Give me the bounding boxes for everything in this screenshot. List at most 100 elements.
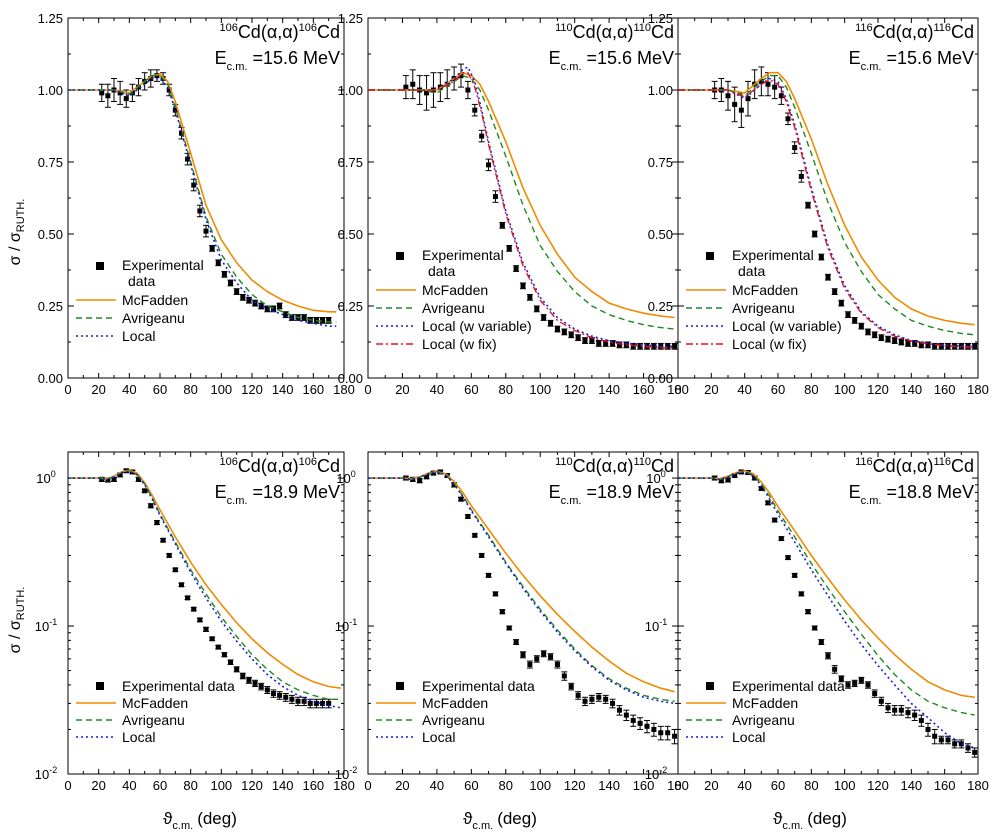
x-tick-label: 120 <box>241 382 263 397</box>
data-point <box>798 173 804 179</box>
y-tick-label: 1.25 <box>648 11 673 26</box>
panel-top-right: 0 20 40 60 80 100 120 140 160 1800.000.250.500.75… <box>648 11 989 397</box>
x-tick-label: 40 <box>737 382 751 397</box>
x-tick-label: 180 <box>667 382 689 397</box>
x-tick-label: 60 <box>153 382 167 397</box>
data-point <box>513 266 519 272</box>
data-point <box>228 280 234 286</box>
data-point <box>832 666 838 672</box>
legend-label: Avrigeanu <box>732 300 795 316</box>
data-point <box>277 303 283 309</box>
data-point <box>658 730 664 736</box>
x-tick-label: 160 <box>633 382 655 397</box>
data-point <box>945 737 951 743</box>
data-point <box>637 343 643 349</box>
series-line-avrigeanu <box>678 74 975 336</box>
data-point <box>858 677 864 683</box>
data-point <box>932 733 938 739</box>
data-point <box>270 690 276 696</box>
data-point <box>458 73 464 79</box>
series-line-mcfadden <box>678 71 975 326</box>
data-point <box>738 107 744 113</box>
y-tick-label: 10-2 <box>35 765 57 782</box>
data-point <box>240 294 246 300</box>
data-point <box>246 297 252 303</box>
data-point <box>554 661 560 667</box>
data-point <box>465 513 471 519</box>
y-tick-label: 10-1 <box>35 617 57 634</box>
panels: 0 20 40 60 80 100 120 140 160 1800.000.250.500.75… <box>35 11 989 793</box>
legend-label: Experimental data <box>122 678 235 694</box>
series-line-mcfadden <box>68 73 337 313</box>
data-point <box>148 75 154 81</box>
data-point <box>154 73 160 79</box>
data-point <box>582 698 588 704</box>
data-point <box>885 336 891 342</box>
data-point <box>277 692 283 698</box>
data-point <box>637 720 643 726</box>
data-point <box>818 254 824 260</box>
series-line-avrigeanu <box>368 74 675 330</box>
data-point <box>575 335 581 341</box>
data-point <box>932 343 938 349</box>
x-tick-label: 20 <box>704 382 718 397</box>
x-tick-label: 100 <box>210 778 232 793</box>
legend-label: data <box>428 263 455 279</box>
x-tick-label: 180 <box>667 778 689 793</box>
x-axis-label-middle: ϑc.m. (deg) <box>463 809 537 832</box>
data-point <box>252 680 258 686</box>
data-point <box>203 228 209 234</box>
panel-top-left: 0 20 40 60 80 100 120 140 160 180 0.00 0.25 0.50 0.75… <box>38 11 355 397</box>
data-point <box>185 156 191 162</box>
x-tick-label: 0 <box>364 382 371 397</box>
data-point <box>301 698 307 704</box>
data-point <box>301 315 307 321</box>
reaction-label: 106Cd(α,α)106Cd <box>219 456 340 476</box>
x-tick-label: 160 <box>934 778 956 793</box>
legend-label: McFadden <box>422 282 488 298</box>
data-point <box>458 496 464 502</box>
data-point <box>872 332 878 338</box>
y-tick-label: 0.50 <box>38 227 63 242</box>
x-tick-label: 120 <box>564 778 586 793</box>
x-tick-label: 100 <box>210 382 232 397</box>
y-axis-label-bottom: σ / σRUTH. <box>7 587 27 654</box>
series-line-local <box>368 65 675 348</box>
data-point <box>878 698 884 704</box>
data-point <box>665 343 671 349</box>
data-point <box>105 93 111 99</box>
data-point <box>527 661 533 667</box>
x-axis-label-right: ϑc.m. (deg) <box>773 809 847 832</box>
x-tick-label: 40 <box>122 382 136 397</box>
data-point <box>111 476 117 482</box>
data-point <box>644 723 650 729</box>
legend-marker-exp <box>396 682 404 690</box>
data-point <box>486 572 492 578</box>
series-line-local_fix <box>678 79 975 349</box>
x-tick-label: 0 <box>64 382 71 397</box>
data-point <box>424 90 430 96</box>
data-point <box>283 312 289 318</box>
legend-label: Experimental <box>732 247 814 263</box>
x-tick-label: 0 <box>674 382 681 397</box>
data-point <box>832 289 838 295</box>
data-point <box>228 659 234 665</box>
y-tick-label: 0.25 <box>338 299 363 314</box>
data-point <box>154 520 160 526</box>
y-tick-label: 1.25 <box>38 11 63 26</box>
data-point <box>215 644 221 650</box>
data-point <box>548 654 554 660</box>
y-tick-label: 100 <box>646 469 665 486</box>
legend-label: Avrigeanu <box>122 712 185 728</box>
legend-marker-exp <box>96 682 104 690</box>
data-point <box>209 636 215 642</box>
x-tick-label: 160 <box>302 382 324 397</box>
data-point <box>665 730 671 736</box>
data-point <box>197 617 203 623</box>
data-point <box>568 684 574 690</box>
data-point <box>732 101 738 107</box>
y-tick-label: 10-2 <box>645 765 667 782</box>
series-line-local <box>678 471 975 749</box>
data-point <box>758 486 764 492</box>
